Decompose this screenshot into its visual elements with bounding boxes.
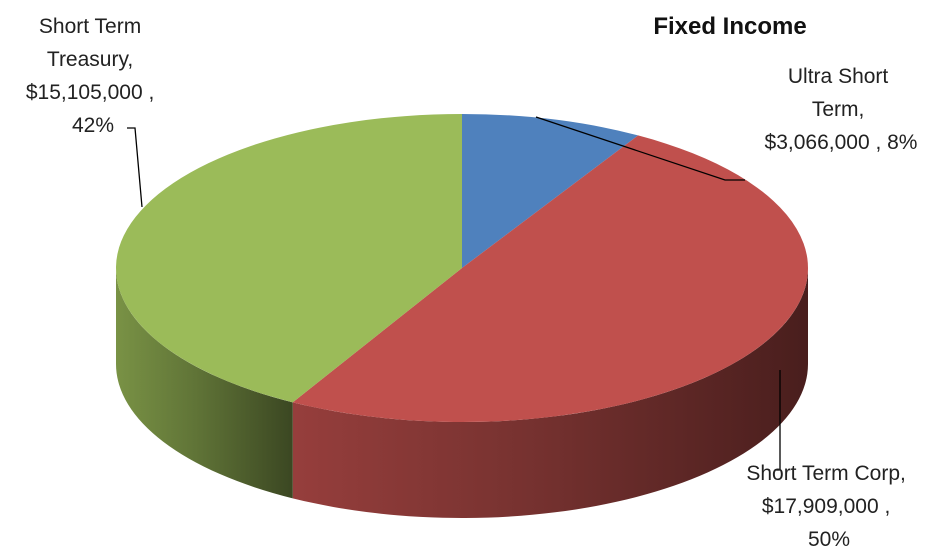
leader-line-short-term-corp	[776, 370, 781, 471]
pie-tops	[116, 114, 808, 422]
pie-slice-ultra-short-term	[462, 114, 639, 268]
pie-side-short-term-treasury	[116, 268, 293, 499]
leader-line-short-term-treasury	[127, 127, 143, 208]
chart-title: Fixed Income	[653, 13, 806, 40]
pie-sides	[116, 268, 809, 518]
pie-slice-short-term-corp	[292, 135, 808, 422]
leader-line-ultra-short-term	[535, 116, 745, 181]
pie-slice-short-term-treasury	[116, 114, 462, 403]
pie-side-short-term-corp	[292, 268, 809, 518]
slice-label-ultra-short-term: Ultra Short Term, $3,066,000 , 8%	[765, 65, 918, 154]
leader-lines	[127, 116, 781, 471]
slice-label-short-term-corp: Short Term Corp, $17,909,000 , 50%	[746, 462, 911, 551]
slice-label-short-term-treasury: Short Term Treasury, $15,105,000 , 42%	[26, 15, 160, 137]
